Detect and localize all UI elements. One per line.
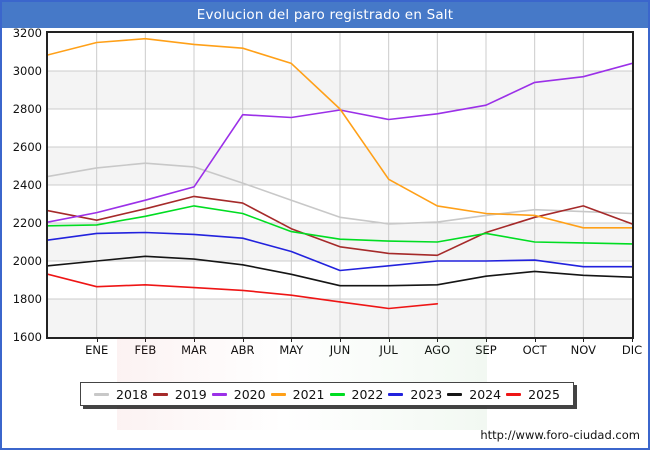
x-axis-tick-mark bbox=[242, 337, 244, 342]
legend-year-label: 2023 bbox=[410, 386, 443, 402]
chart-canvas bbox=[48, 33, 632, 337]
legend-year-label: 2019 bbox=[174, 386, 207, 402]
legend-item: 2019 bbox=[152, 386, 207, 402]
legend-color-swatch bbox=[388, 392, 404, 396]
y-axis-tick-label: 2200 bbox=[12, 216, 42, 230]
legend-item: 2018 bbox=[94, 387, 148, 402]
x-axis-tick-label: MAR bbox=[181, 343, 207, 357]
x-axis-tick-mark bbox=[291, 337, 293, 342]
y-axis-tick-label: 2800 bbox=[12, 102, 42, 116]
y-axis-tick-label: 2000 bbox=[12, 254, 42, 268]
x-axis-tick-mark bbox=[437, 337, 439, 342]
y-axis-tick-label: 1600 bbox=[12, 330, 42, 344]
x-axis-tick-mark bbox=[632, 337, 633, 342]
legend-year-label: 2025 bbox=[528, 386, 560, 402]
x-axis-tick-label: ABR bbox=[230, 343, 255, 357]
legend-item: 2024 bbox=[447, 387, 501, 402]
footer-url: http://www.foro-ciudad.com bbox=[480, 428, 640, 442]
x-axis-tick-label: AGO bbox=[424, 343, 451, 357]
chart-title: Evolucion del paro registrado en Salt bbox=[196, 7, 454, 23]
plot-area bbox=[46, 31, 634, 339]
y-axis-tick-label: 2400 bbox=[12, 178, 42, 192]
legend-item: 2021 bbox=[270, 386, 325, 402]
x-axis-tick-label: MAY bbox=[279, 343, 304, 357]
y-axis-tick-label: 1800 bbox=[12, 292, 42, 306]
x-axis-tick-mark bbox=[534, 337, 536, 342]
x-axis-tick-label: FEB bbox=[134, 343, 157, 357]
x-axis-tick-mark bbox=[388, 337, 390, 342]
chart-title-bar: Evolucion del paro registrado en Salt bbox=[2, 2, 648, 28]
legend-color-swatch bbox=[211, 392, 227, 396]
legend-color-swatch bbox=[94, 392, 109, 396]
legend-item: 2022 bbox=[329, 386, 384, 402]
series-line-2019 bbox=[48, 195, 632, 257]
legend-color-swatch bbox=[329, 392, 345, 396]
legend-color-swatch bbox=[152, 392, 168, 396]
legend-year-label: 2022 bbox=[351, 386, 384, 402]
y-axis-tick-label: 3200 bbox=[12, 26, 42, 40]
legend-item: 2025 bbox=[506, 387, 560, 402]
series-line-2018 bbox=[48, 162, 632, 225]
y-axis-tick-label: 3000 bbox=[12, 64, 42, 78]
legend: 2018 2019 2020 2021 2022 2023 2024 2025 bbox=[80, 382, 574, 406]
x-axis-tick-label: OCT bbox=[522, 343, 547, 357]
x-axis-tick-mark bbox=[486, 337, 487, 342]
legend-item: 2020 bbox=[211, 386, 266, 402]
legend-color-swatch bbox=[506, 392, 522, 396]
series-line-2024 bbox=[48, 255, 632, 287]
x-axis-tick-mark bbox=[583, 337, 585, 342]
legend-year-label: 2018 bbox=[116, 386, 148, 402]
legend-color-swatch bbox=[447, 392, 463, 396]
series-line-2023 bbox=[48, 231, 632, 272]
series-line-2021 bbox=[48, 37, 632, 229]
legend-year-label: 2020 bbox=[233, 386, 266, 402]
x-axis-tick-label: JUN bbox=[329, 343, 351, 357]
series-line-2025 bbox=[48, 273, 439, 310]
x-axis-tick-label: ENE bbox=[85, 343, 109, 357]
legend-year-label: 2024 bbox=[469, 386, 502, 402]
legend-color-swatch bbox=[270, 392, 286, 396]
x-axis-tick-label: NOV bbox=[570, 343, 596, 357]
x-axis-tick-label: DIC bbox=[621, 343, 643, 357]
x-axis-tick-label: JUL bbox=[379, 343, 398, 357]
x-axis-tick-mark bbox=[340, 337, 341, 342]
x-axis-tick-mark bbox=[145, 337, 147, 342]
x-axis-tick-mark bbox=[194, 337, 195, 342]
y-axis-tick-label: 2600 bbox=[12, 140, 42, 154]
legend-year-label: 2021 bbox=[292, 386, 325, 402]
legend-item: 2023 bbox=[388, 387, 442, 402]
x-axis-tick-mark bbox=[96, 337, 98, 342]
x-axis-tick-label: SEP bbox=[475, 343, 497, 357]
series-line-2022 bbox=[48, 205, 632, 245]
